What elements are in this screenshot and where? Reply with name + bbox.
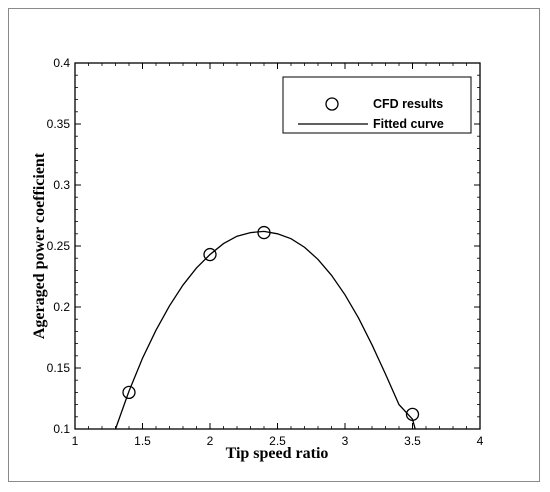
y-tick-label: 0.15 <box>47 361 71 375</box>
x-axis-title: Tip speed ratio <box>226 445 329 462</box>
x-axis: 1 1.5 2 2.5 3 3.5 4 <box>72 63 484 448</box>
legend-cfd-marker <box>325 97 339 111</box>
y-tick-label: 0.2 <box>53 300 70 314</box>
y-tick-label: 0.4 <box>53 56 70 70</box>
x-tick-label: 1.5 <box>134 434 151 448</box>
x-tick-label: 2.5 <box>269 434 286 448</box>
y-tick-label: 0.35 <box>47 117 71 131</box>
x-tick-label: 4 <box>477 434 484 448</box>
cfd-point <box>122 385 136 400</box>
cfd-markers-layer <box>122 225 420 422</box>
x-tick-label: 3 <box>342 434 349 448</box>
cfd-point <box>257 225 271 240</box>
legend-cfd-label: CFD results <box>373 97 443 111</box>
fitted-curve-layer <box>114 230 416 429</box>
x-tick-label: 3.5 <box>404 434 421 448</box>
y-tick-label: 0.3 <box>53 178 70 192</box>
y-axis: 0.1 0.15 0.2 0.25 0.3 0.35 0.4 <box>47 56 480 436</box>
legend: CFD results Fitted curve <box>282 76 472 134</box>
x-tick-label: 1 <box>72 434 79 448</box>
legend-fitted-label: Fitted curve <box>373 117 444 131</box>
fitted-curve-line <box>114 230 416 429</box>
y-tick-label: 0.25 <box>47 239 71 253</box>
x-tick-label: 2 <box>207 434 214 448</box>
y-axis-title: Ageraged power coefficient <box>31 152 48 339</box>
cfd-point <box>203 247 217 262</box>
cfd-point <box>405 407 420 422</box>
y-tick-label: 0.1 <box>53 422 70 436</box>
